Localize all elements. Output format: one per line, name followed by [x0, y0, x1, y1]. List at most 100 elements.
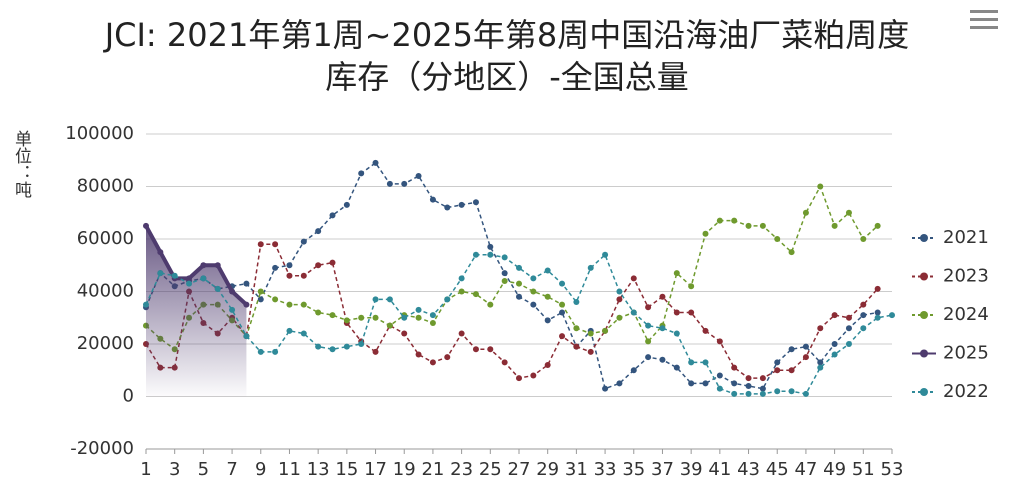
point	[874, 285, 881, 292]
point	[372, 314, 379, 321]
point	[702, 230, 709, 237]
legend-marker	[920, 234, 928, 242]
legend-marker	[920, 311, 928, 319]
legend-label: 2024	[943, 304, 989, 325]
menu-icon[interactable]	[970, 10, 998, 29]
point	[286, 301, 293, 308]
point	[372, 159, 379, 166]
point	[315, 343, 322, 350]
point	[458, 201, 465, 208]
point	[688, 283, 695, 290]
point	[602, 251, 609, 258]
point	[200, 275, 207, 282]
point	[788, 346, 795, 353]
y-tick-label: 20000	[77, 333, 134, 354]
point	[673, 270, 680, 277]
legend-label: 2022	[943, 381, 989, 402]
point	[358, 341, 365, 347]
point	[874, 314, 881, 321]
point	[516, 264, 522, 271]
point	[831, 312, 838, 319]
point	[229, 306, 236, 313]
point	[716, 338, 723, 345]
point	[415, 173, 422, 179]
point	[429, 196, 436, 203]
point	[286, 327, 293, 334]
x-tick-label: 33	[594, 459, 617, 480]
point	[745, 375, 752, 382]
point	[300, 238, 307, 245]
point	[774, 388, 781, 395]
point	[458, 330, 465, 337]
point	[472, 291, 479, 298]
x-tick-label: 5	[198, 459, 209, 480]
point	[688, 309, 695, 316]
point	[358, 170, 365, 177]
point	[257, 348, 264, 355]
point	[286, 262, 293, 269]
point	[559, 301, 566, 308]
legend-label: 2021	[943, 227, 989, 248]
point	[186, 280, 193, 287]
point	[802, 343, 809, 350]
point	[516, 375, 522, 382]
point	[774, 236, 781, 242]
point	[587, 330, 594, 337]
point	[759, 222, 766, 229]
point	[300, 301, 307, 308]
point	[257, 241, 264, 248]
x-tick-label: 23	[450, 459, 473, 480]
point	[559, 333, 566, 340]
point	[630, 309, 637, 316]
point	[229, 288, 236, 295]
x-tick-label: 35	[622, 459, 645, 480]
x-tick-label: 37	[651, 459, 674, 480]
point	[616, 380, 623, 387]
x-tick-label: 15	[335, 459, 358, 480]
point	[501, 278, 508, 284]
point	[243, 333, 250, 340]
point	[444, 296, 451, 303]
point	[645, 322, 652, 329]
point	[272, 348, 279, 355]
point	[831, 351, 838, 358]
legend-label: 2023	[943, 266, 989, 287]
point	[472, 346, 479, 353]
point	[731, 364, 738, 371]
point	[286, 272, 293, 279]
point	[716, 217, 723, 224]
point	[802, 354, 809, 361]
x-tick-label: 17	[364, 459, 387, 480]
point	[745, 390, 752, 397]
point	[630, 367, 637, 374]
point	[530, 275, 537, 282]
point	[860, 325, 867, 332]
point	[214, 285, 221, 292]
point	[831, 222, 838, 229]
point	[616, 296, 623, 303]
x-tick-label: 27	[508, 459, 531, 480]
series-line	[145, 243, 879, 379]
point	[573, 325, 580, 332]
point	[831, 341, 838, 347]
point	[143, 301, 149, 308]
point	[472, 199, 479, 206]
series-line	[145, 253, 893, 395]
point	[544, 317, 551, 324]
point	[731, 390, 738, 397]
x-tick-label: 25	[479, 459, 502, 480]
point	[472, 251, 479, 258]
point	[243, 301, 250, 308]
point	[817, 359, 824, 366]
y-tick-label: 60000	[77, 228, 134, 249]
point	[315, 228, 322, 235]
point	[860, 301, 867, 308]
point	[186, 275, 193, 282]
point	[645, 338, 652, 345]
area	[146, 225, 247, 397]
point	[702, 380, 709, 387]
point	[587, 348, 594, 355]
point	[817, 364, 824, 371]
point	[788, 388, 795, 395]
x-tick-label: 49	[823, 459, 846, 480]
